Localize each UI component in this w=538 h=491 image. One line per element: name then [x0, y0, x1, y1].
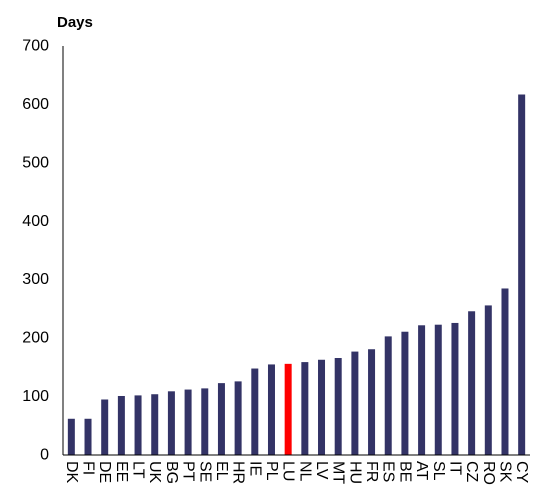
x-tick-label-dk: DK [63, 461, 80, 484]
bar-be [401, 331, 409, 455]
bar-cz [468, 311, 476, 455]
bar-hr [234, 381, 242, 455]
y-axis-label: Days [57, 14, 93, 31]
x-tick-label-es: ES [380, 461, 397, 482]
bar-mt [334, 358, 342, 455]
x-tick-label-pl: PL [263, 461, 280, 481]
x-tick-label-pt: PT [180, 461, 197, 482]
x-tick-label-cy: CY [513, 461, 530, 484]
x-tick-label-lu: LU [280, 461, 297, 481]
bar-nl [301, 362, 309, 455]
x-tick-label-ro: RO [480, 461, 497, 485]
bar-at [418, 325, 426, 455]
x-tick-label-lt: LT [130, 461, 147, 479]
x-tick-label-hu: HU [346, 461, 363, 484]
y-tick-label-400: 400 [22, 213, 49, 230]
x-tick-label-mt: MT [330, 461, 347, 484]
bar-lt [134, 395, 142, 455]
bar-uk [151, 394, 159, 455]
bar-de [101, 399, 109, 455]
y-tick-label-500: 500 [22, 154, 49, 171]
bar-hu [351, 351, 359, 455]
bar-cy [518, 94, 526, 455]
bar-sk [501, 288, 509, 455]
x-tick-label-uk: UK [146, 461, 163, 484]
y-tick-label-100: 100 [22, 388, 49, 405]
bar-fi [84, 418, 92, 455]
x-tick-label-nl: NL [296, 461, 313, 482]
bar-el [217, 383, 225, 455]
x-tick-label-it: IT [446, 461, 463, 475]
x-tick-label-ee: EE [113, 461, 130, 482]
y-tick-label-0: 0 [40, 447, 49, 464]
x-tick-label-ie: IE [246, 461, 263, 476]
bar-pt [184, 389, 192, 455]
x-tick-label-be: BE [396, 461, 413, 482]
y-tick-labels: 0 100 200 300 400 500 600 700 [22, 38, 49, 464]
x-tick-label-bg: BG [163, 461, 180, 484]
x-tick-labels: DK FI DE EE LT UK BG PT SE EL HR IE PL LU NL LV MT HU FR ES… [63, 461, 530, 485]
y-tick-label-300: 300 [22, 271, 49, 288]
x-tick-label-fi: FI [80, 461, 97, 475]
y-tick-label-600: 600 [22, 96, 49, 113]
x-tick-label-de: DE [96, 461, 113, 483]
bars [67, 94, 526, 455]
x-tick-label-lv: LV [313, 461, 330, 480]
y-tick-label-200: 200 [22, 330, 49, 347]
bar-pl [267, 364, 275, 455]
x-tick-label-sl: SL [430, 461, 447, 481]
bar-bg [167, 391, 175, 455]
x-tick-label-el: EL [213, 461, 230, 481]
bar-fr [368, 349, 376, 455]
x-tick-label-se: SE [196, 461, 213, 482]
bar-it [451, 322, 459, 455]
x-tick-label-sk: SK [496, 461, 513, 483]
bar-lv [318, 359, 326, 455]
x-tick-label-cz: CZ [463, 461, 480, 483]
x-tick-label-at: AT [413, 461, 430, 480]
x-tick-label-fr: FR [363, 461, 380, 482]
bar-se [201, 388, 209, 455]
axes [62, 46, 530, 456]
bar-ee [117, 395, 125, 455]
y-tick-label-700: 700 [22, 38, 49, 55]
bar-ro [484, 305, 492, 455]
bar-es [384, 336, 392, 455]
bar-sl [434, 324, 442, 455]
bar-dk [67, 418, 75, 455]
bar-ie [251, 368, 259, 455]
bar-lu [284, 363, 292, 455]
x-tick-label-hr: HR [230, 461, 247, 484]
